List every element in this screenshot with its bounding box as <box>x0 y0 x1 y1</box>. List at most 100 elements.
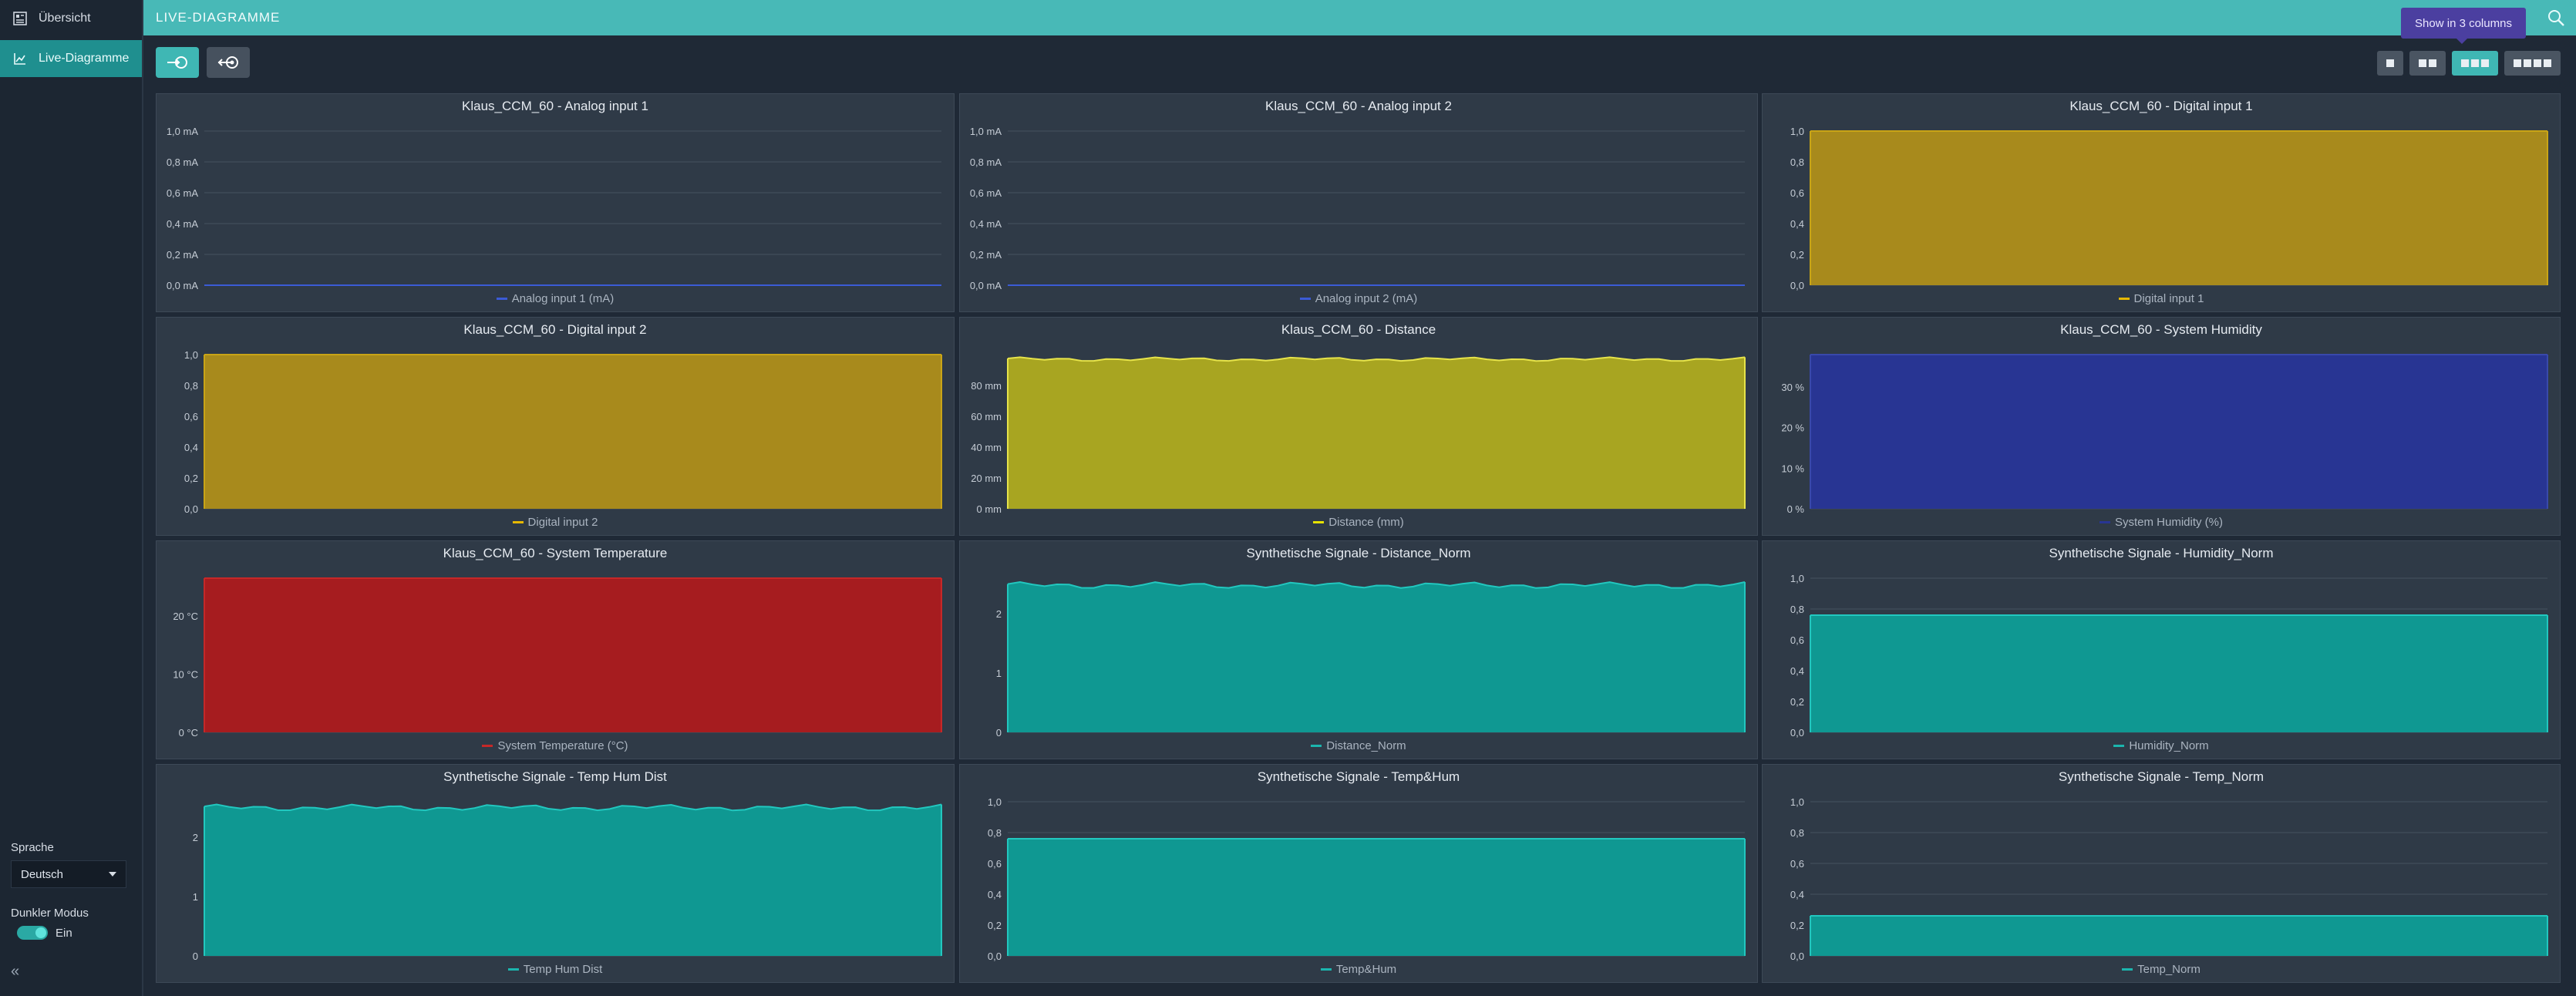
chart-legend[interactable]: Temp&Hum <box>960 963 1757 976</box>
y-tick-label: 0,6 <box>1790 634 1804 646</box>
y-tick-label: 0,6 <box>1790 858 1804 870</box>
sidebar: Übersicht Live-Diagramme Sprache Deutsch… <box>0 0 143 996</box>
series-line <box>1007 356 1746 362</box>
series-line <box>1007 580 1746 589</box>
legend-label: System Temperature (°C) <box>497 739 628 752</box>
y-tick-label: 1,0 <box>1790 126 1804 137</box>
y-tick-label: 0,8 <box>1790 827 1804 839</box>
chart-title: Synthetische Signale - Humidity_Norm <box>2049 546 2274 560</box>
y-tick-label: 1,0 mA <box>970 126 1002 137</box>
y-tick-label: 2 <box>193 832 198 843</box>
page-title: LIVE-DIAGRAMME <box>156 10 281 25</box>
series-line <box>204 803 942 812</box>
collapse-sidebar-icon[interactable]: « <box>11 963 20 980</box>
chart-panel: Klaus_CCM_60 - Analog input 1 0,0 mA 0,2 m… <box>156 93 955 312</box>
legend-label: Distance_Norm <box>1326 739 1406 752</box>
one-column-button[interactable] <box>2377 51 2403 76</box>
y-tick-label: 0,8 mA <box>167 156 199 168</box>
chart-legend[interactable]: System Humidity (%) <box>1763 516 2560 529</box>
two-column-button[interactable] <box>2409 51 2446 76</box>
y-tick-label: 30 % <box>1781 382 1804 393</box>
sidebar-item-live-diagramme[interactable]: Live-Diagramme <box>0 40 142 77</box>
legend-label: Digital input 1 <box>2133 292 2204 305</box>
sidebar-item-uebersicht[interactable]: Übersicht <box>0 0 142 37</box>
chart-panel: Synthetische Signale - Temp Hum Dist 0 1 2 T… <box>156 764 955 983</box>
legend-label: Temp_Norm <box>2137 963 2201 976</box>
series-area <box>204 804 941 956</box>
chart-legend[interactable]: Humidity_Norm <box>1763 739 2560 752</box>
legend-label: Temp Hum Dist <box>523 963 603 976</box>
legend-label: System Humidity (%) <box>2114 516 2224 529</box>
four-column-button[interactable] <box>2504 51 2561 76</box>
search-icon[interactable] <box>2545 7 2567 29</box>
dark-mode-toggle[interactable] <box>17 926 48 940</box>
three-column-button[interactable] <box>2452 51 2498 76</box>
series-area <box>1008 357 1745 509</box>
y-tick-label: 0 °C <box>179 727 198 739</box>
y-tick-label: 80 mm <box>971 380 1002 392</box>
y-tick-label: 0,8 <box>184 380 198 392</box>
dark-mode-label: Dunkler Modus <box>11 907 89 920</box>
y-tick-label: 0,8 mA <box>970 156 1002 168</box>
chart-plot: 0,0 0,2 0,4 0,6 0,8 1,0 <box>184 349 942 515</box>
chart-title: Klaus_CCM_60 - Analog input 1 <box>462 99 648 113</box>
chart-panel: Synthetische Signale - Distance_Norm 0 1 2 D… <box>959 540 1758 759</box>
chart-legend[interactable]: Temp Hum Dist <box>157 963 954 976</box>
chart-plot: 0 1 2 <box>996 580 1746 739</box>
y-tick-label: 1 <box>193 891 198 903</box>
chart-panel: Klaus_CCM_60 - Distance 0 mm 20 mm 40 mm 60 … <box>959 317 1758 536</box>
legend-label: Humidity_Norm <box>2129 739 2209 752</box>
y-tick-label: 0,2 <box>1790 696 1804 708</box>
legend-swatch <box>1320 967 1332 971</box>
legend-swatch <box>496 297 507 300</box>
y-tick-label: 0,8 <box>1790 156 1804 168</box>
y-tick-label: 0 mm <box>977 503 1002 515</box>
stream-mode-button[interactable] <box>156 47 199 78</box>
y-tick-label: 0 <box>996 727 1002 739</box>
chart-title: Klaus_CCM_60 - Digital input 1 <box>2069 99 2253 113</box>
stream-in-icon <box>167 56 187 69</box>
chart-legend[interactable]: Digital input 1 <box>1763 292 2560 305</box>
y-tick-label: 0,2 mA <box>970 249 1002 261</box>
y-tick-label: 0,6 <box>184 411 198 422</box>
chart-legend[interactable]: Digital input 2 <box>157 516 954 529</box>
language-select[interactable]: Deutsch <box>11 860 126 888</box>
chart-legend[interactable]: System Temperature (°C) <box>157 739 954 752</box>
chart-panel: Klaus_CCM_60 - Analog input 2 0,0 mA 0,2 m… <box>959 93 1758 312</box>
history-mode-button[interactable] <box>207 47 250 78</box>
y-tick-label: 1,0 mA <box>167 126 199 137</box>
legend-swatch <box>2099 520 2110 523</box>
chart-legend[interactable]: Analog input 1 (mA) <box>157 292 954 305</box>
column-layout-group <box>2377 51 2561 76</box>
legend-swatch <box>1311 744 1322 747</box>
y-tick-label: 0,4 <box>1790 218 1804 230</box>
y-tick-label: 0,6 mA <box>970 187 1002 199</box>
y-tick-label: 1 <box>996 668 1002 679</box>
chart-legend[interactable]: Temp_Norm <box>1763 963 2560 976</box>
y-tick-label: 20 mm <box>971 473 1002 484</box>
series-area <box>1810 916 2547 956</box>
language-value: Deutsch <box>21 867 64 881</box>
chart-legend[interactable]: Analog input 2 (mA) <box>960 292 1757 305</box>
y-tick-label: 0,4 <box>988 889 1002 900</box>
legend-swatch <box>482 744 493 747</box>
legend-label: Digital input 2 <box>527 516 598 529</box>
chevron-down-icon <box>109 872 116 877</box>
y-tick-label: 0,8 <box>1790 604 1804 615</box>
sidebar-settings: Sprache Deutsch Dunkler Modus Ein « <box>11 841 134 981</box>
chart-title: Synthetische Signale - Temp_Norm <box>2058 769 2265 784</box>
chart-title: Synthetische Signale - Temp&Hum <box>1257 769 1460 784</box>
sidebar-item-label: Live-Diagramme <box>39 52 130 65</box>
chart-legend[interactable]: Distance_Norm <box>960 739 1757 752</box>
y-tick-label: 0,6 <box>1790 187 1804 199</box>
legend-swatch <box>2118 297 2130 300</box>
chart-panel: Synthetische Signale - Humidity_Norm 0,0 0… <box>1762 540 2561 759</box>
chart-plot: 0 1 2 <box>193 803 942 962</box>
chart-title: Synthetische Signale - Distance_Norm <box>1246 546 1471 560</box>
y-tick-label: 1,0 <box>184 349 198 361</box>
y-tick-label: 0 % <box>1787 503 1805 515</box>
chart-legend[interactable]: Distance (mm) <box>960 516 1757 529</box>
chart-plot: 0 % 10 % 20 % 30 % <box>1781 354 2548 515</box>
chart-plot: 0,0 0,2 0,4 0,6 0,8 1,0 <box>988 796 1746 962</box>
series-area <box>204 355 941 509</box>
